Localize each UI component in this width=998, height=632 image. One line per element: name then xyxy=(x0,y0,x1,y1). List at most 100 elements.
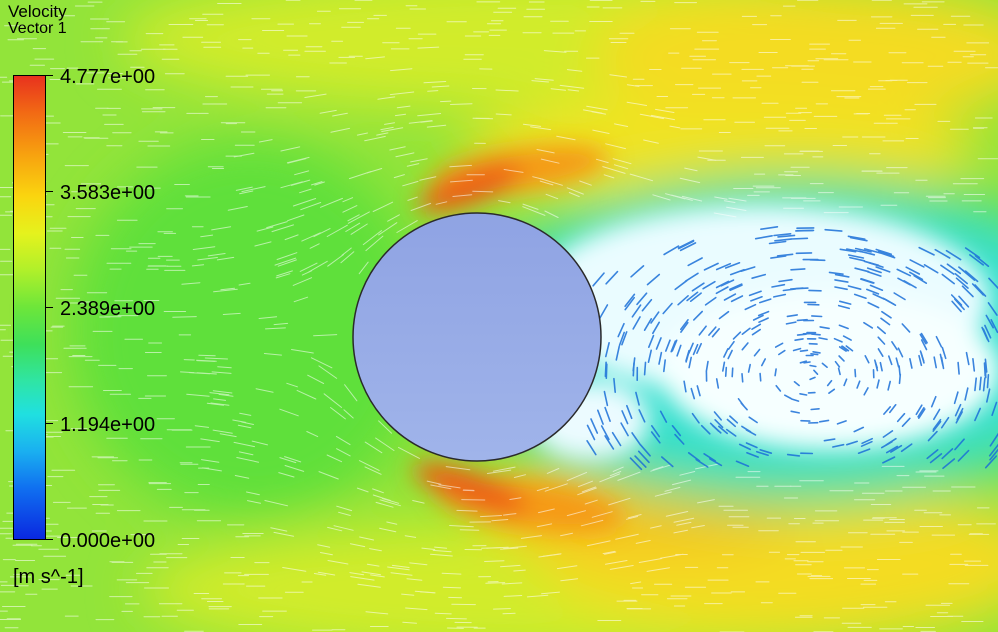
recirculation-vector xyxy=(777,234,796,238)
recirculation-vector xyxy=(604,341,610,358)
vector-streak xyxy=(684,167,698,172)
vector-streak xyxy=(265,327,286,330)
vector-streak xyxy=(356,132,368,136)
recirculation-vector xyxy=(786,453,801,457)
vector-streak xyxy=(293,296,309,303)
vector-streak xyxy=(543,50,567,53)
recirculation-vector xyxy=(620,422,629,437)
vector-streak xyxy=(441,572,462,575)
recirculation-vector xyxy=(985,314,995,329)
vector-streak xyxy=(652,466,664,471)
recirculation-vector xyxy=(655,337,662,350)
vector-streak xyxy=(189,372,210,375)
vector-streak xyxy=(301,232,321,242)
vector-streak xyxy=(376,132,389,136)
recirculation-vector xyxy=(592,272,605,287)
recirculation-vectors xyxy=(586,226,998,471)
vector-streak xyxy=(384,122,395,125)
recirculation-vector xyxy=(604,435,615,450)
recirculation-vector xyxy=(839,248,857,253)
vector-streak xyxy=(673,517,695,523)
vector-streak xyxy=(216,256,235,261)
vector-streak xyxy=(271,224,294,233)
vector-streak xyxy=(580,519,604,527)
vector-streak xyxy=(344,384,358,402)
vector-streak xyxy=(544,483,568,492)
recirculation-vector xyxy=(735,460,750,468)
recirculation-vector xyxy=(989,432,998,447)
vector-streak xyxy=(290,179,311,186)
recirculation-vector xyxy=(705,360,709,372)
recirculation-vector xyxy=(964,270,979,283)
recirculation-vector xyxy=(651,321,661,335)
vector-streak xyxy=(639,113,665,120)
vector-streak xyxy=(200,438,220,443)
vector-streak xyxy=(291,349,314,354)
recirculation-vector xyxy=(774,238,792,242)
recirculation-vector xyxy=(826,379,833,387)
recirculation-vector xyxy=(643,317,653,332)
vector-streak xyxy=(503,545,527,549)
vector-streak xyxy=(300,202,322,211)
recirculation-vector xyxy=(988,443,998,457)
recirculation-vector xyxy=(880,317,891,326)
recirculation-vector xyxy=(987,302,998,316)
vector-streak xyxy=(602,166,626,174)
vector-streak xyxy=(500,547,519,550)
vector-streak xyxy=(596,158,609,164)
vector-streak xyxy=(387,566,410,571)
vector-streak xyxy=(669,125,681,129)
vector-streak xyxy=(338,511,351,516)
vector-streak xyxy=(318,471,339,480)
vector-streak xyxy=(540,158,560,164)
vector-streak xyxy=(430,553,453,557)
recirculation-vector xyxy=(741,342,749,351)
tick-mark xyxy=(46,423,53,424)
recirculation-vector xyxy=(849,256,866,262)
recirculation-vector xyxy=(982,328,990,343)
vector-streak xyxy=(276,270,293,277)
recirculation-vector xyxy=(834,286,848,291)
recirculation-vector xyxy=(625,404,633,420)
recirculation-vector xyxy=(796,333,807,336)
vector-streak xyxy=(560,578,579,582)
recirculation-vector xyxy=(617,322,625,338)
vector-streak xyxy=(676,521,692,526)
vector-streak xyxy=(237,424,252,429)
vector-streak xyxy=(419,176,437,181)
recirculation-vector xyxy=(775,384,782,392)
vector-streak xyxy=(586,105,608,111)
vector-streak xyxy=(546,468,560,474)
recirculation-vector xyxy=(941,346,947,360)
vector-streak xyxy=(375,501,394,508)
recirculation-vector xyxy=(860,440,873,448)
recirculation-vector xyxy=(660,456,674,468)
recirculation-vector xyxy=(946,263,962,275)
recirculation-vector xyxy=(679,242,697,252)
vector-streak xyxy=(172,316,197,318)
recirculation-vector xyxy=(647,349,653,364)
recirculation-vector xyxy=(658,351,663,365)
recirculation-vector xyxy=(717,425,729,435)
vector-streak xyxy=(652,194,671,201)
recirculation-vector xyxy=(926,449,939,460)
vector-streak xyxy=(481,547,502,549)
recirculation-vector xyxy=(836,420,847,425)
recirculation-vector xyxy=(721,361,726,372)
vector-streak xyxy=(654,491,672,497)
recirculation-vector xyxy=(896,268,912,277)
vector-streak xyxy=(480,515,502,518)
recirculation-vector xyxy=(883,406,892,415)
vector-streak xyxy=(341,247,352,256)
vector-streak xyxy=(342,197,354,203)
vector-streak xyxy=(364,135,386,142)
recirculation-vector xyxy=(726,418,737,428)
tick-mark xyxy=(46,307,53,308)
recirculation-vector xyxy=(834,360,841,368)
vector-streak xyxy=(440,100,452,103)
recirculation-vector xyxy=(876,326,887,335)
vector-streak xyxy=(713,212,737,218)
recirculation-vector xyxy=(818,419,830,423)
recirculation-vector xyxy=(737,397,745,407)
